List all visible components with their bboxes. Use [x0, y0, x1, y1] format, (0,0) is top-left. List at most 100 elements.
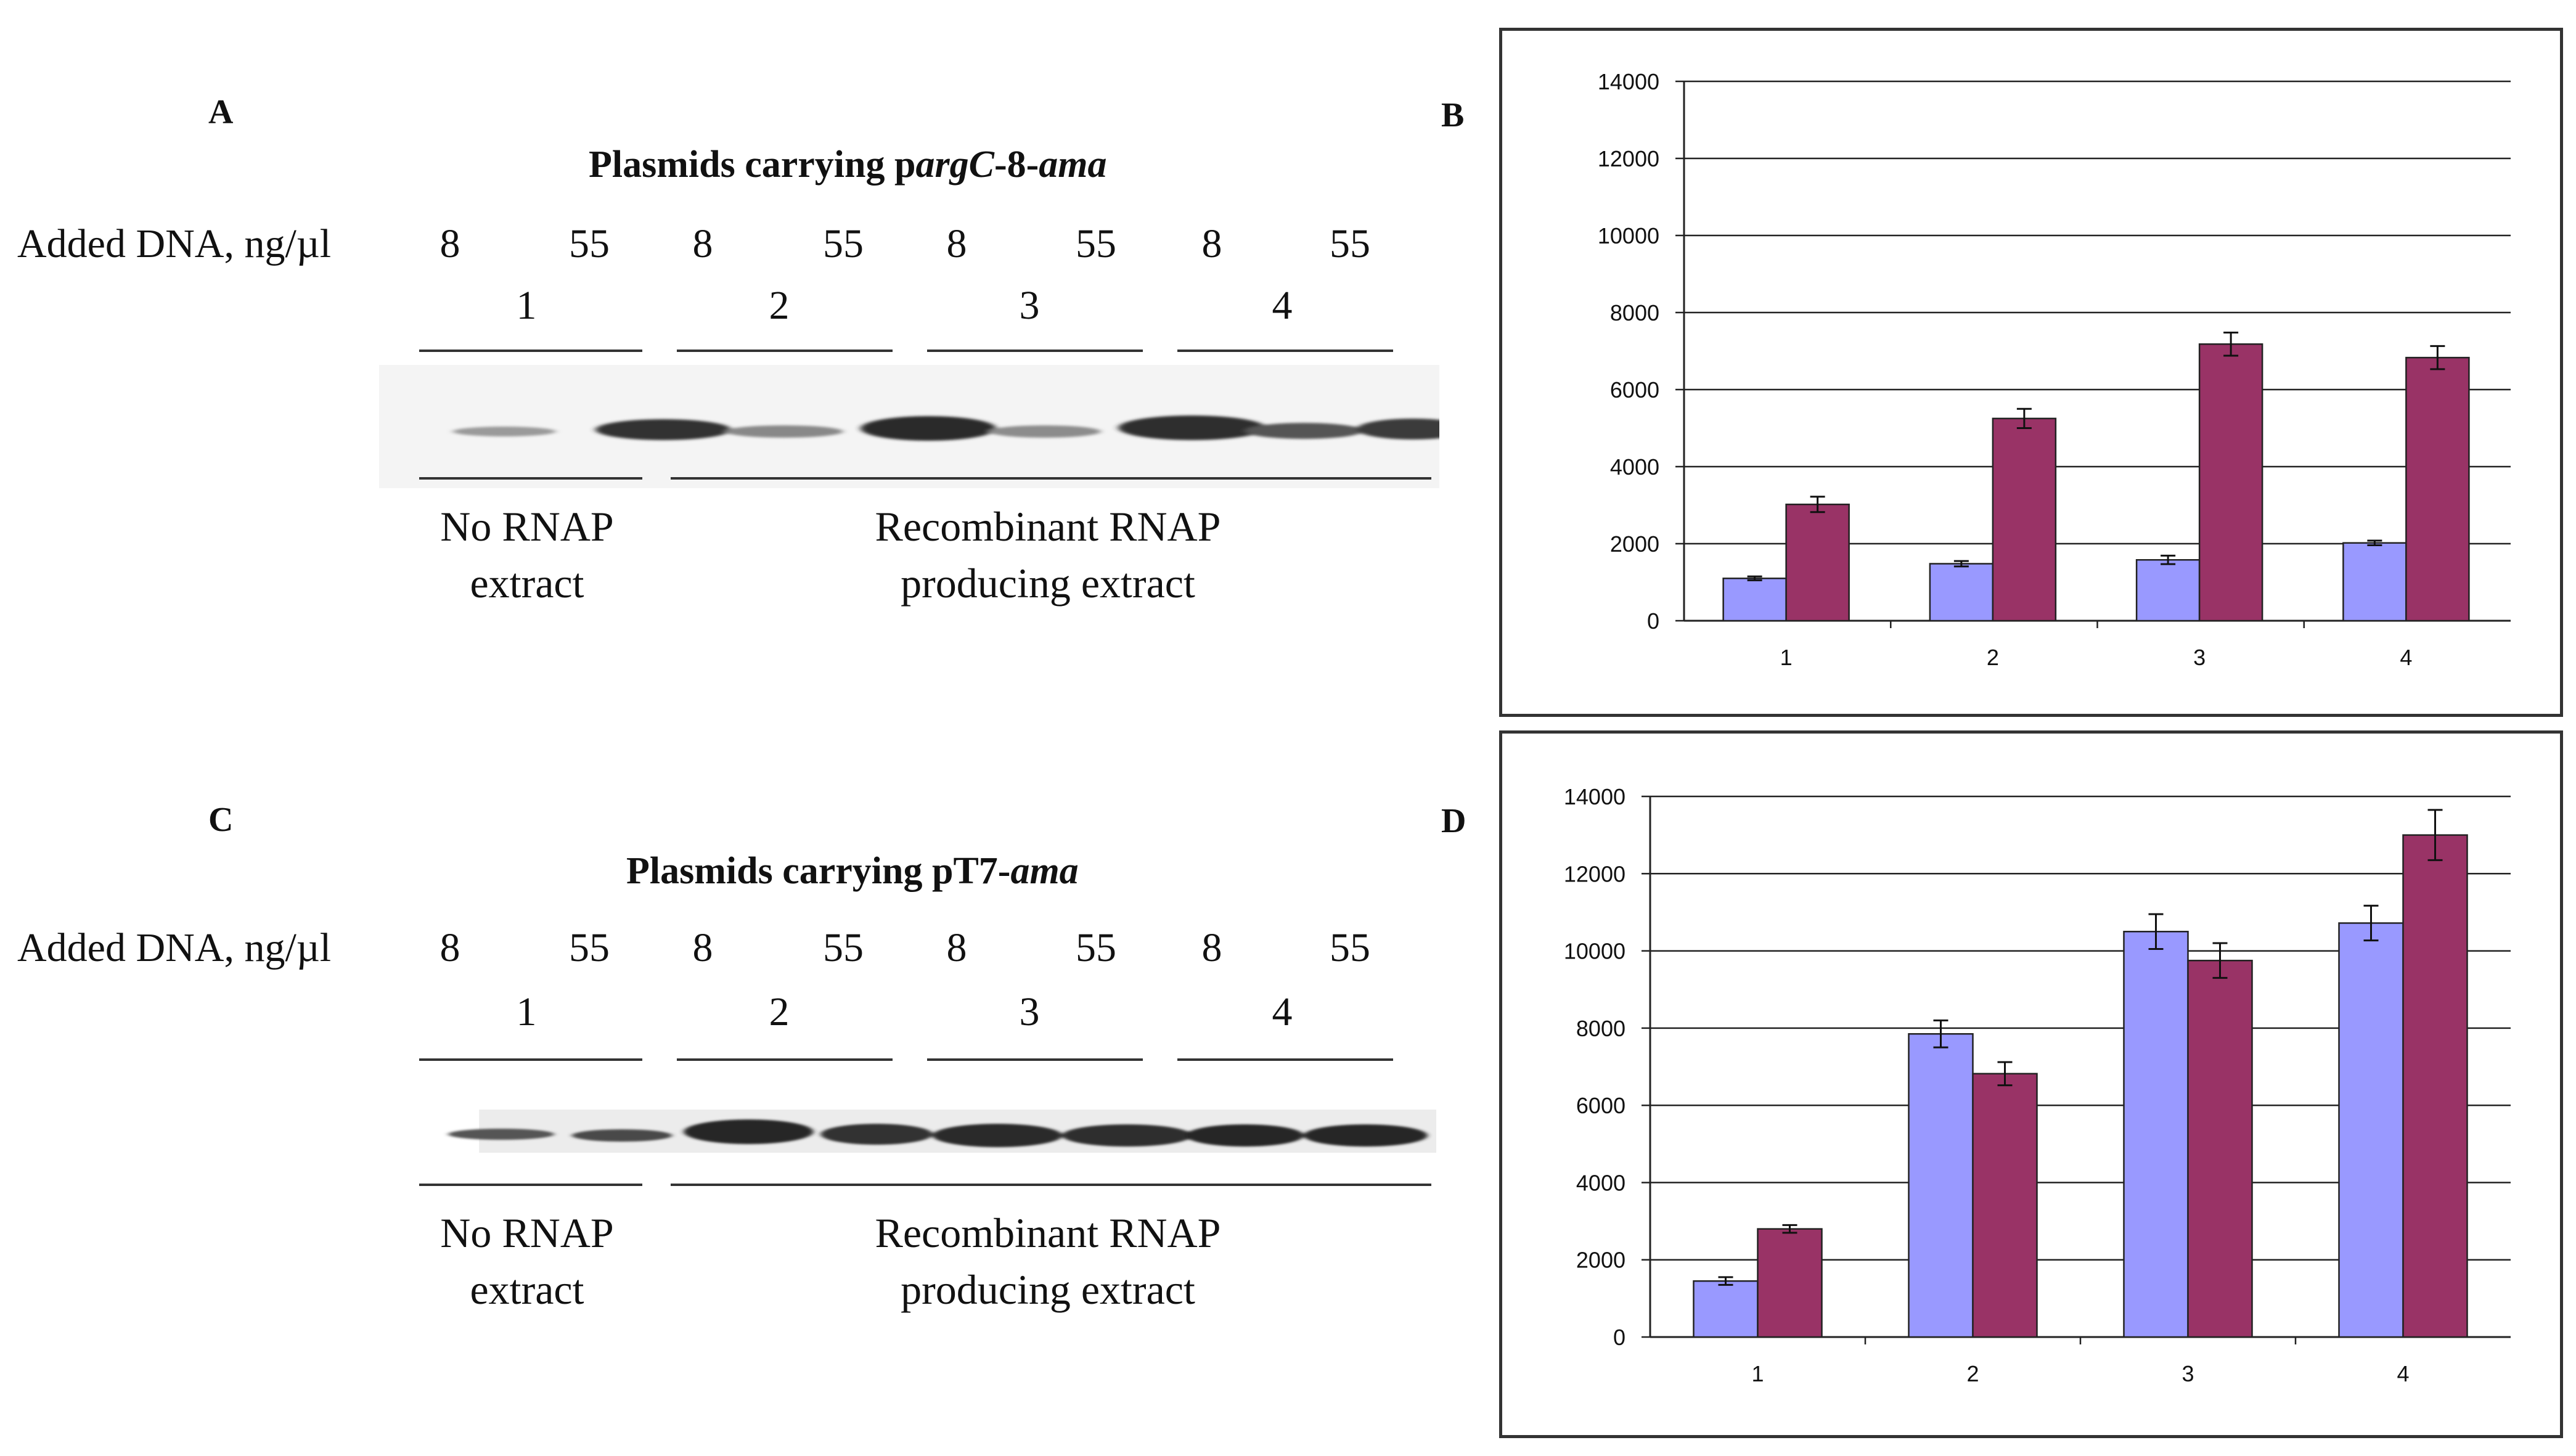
panel-c-lane-3: 3: [1019, 989, 1040, 1034]
panel-c-caption-rule-right: [671, 1184, 1431, 1186]
panel-c-band-2: [571, 1129, 673, 1142]
panel-a-conc-8: 55: [1330, 221, 1370, 266]
panel-c-band-7: [1185, 1124, 1304, 1147]
panel-a-lane-4: 4: [1272, 283, 1293, 328]
panel-c-band-6: [1062, 1124, 1192, 1147]
panel-c-conc-5: 8: [946, 925, 967, 970]
panel-c-caption-left-line-2: extract: [470, 1266, 584, 1313]
chart-b-xtick-label: 1: [1780, 645, 1793, 670]
panel-a-band-5: [989, 425, 1101, 438]
panel-a-band-7: [1245, 423, 1363, 439]
chart-b-bar-cat2-series2: [1992, 417, 2057, 622]
panel-c-conc-4: 55: [823, 925, 864, 970]
panel-a-lane-rule-1: [419, 350, 642, 352]
chart-b-bar-cat3-series2: [2198, 343, 2263, 622]
panel-d-letter: D: [1441, 802, 1466, 840]
panel-c-lane-rule-4: [1177, 1058, 1393, 1061]
panel-b-letter: B: [1441, 96, 1465, 134]
panel-a-heading-gene: argC: [915, 144, 994, 186]
chart-d-bar-cat1-series1: [1693, 1280, 1759, 1338]
panel-a-lane-rule-2: [677, 350, 893, 352]
chart-d-xtick-label: 1: [1751, 1361, 1764, 1386]
panel-c-letter: C: [208, 801, 234, 839]
panel-a-caption-left-line-2: extract: [470, 560, 584, 607]
panel-a-lane-rule-4: [1177, 350, 1393, 352]
chart-d-bar-cat4-series1: [2338, 922, 2404, 1338]
panel-c-heading-ama: ama: [1010, 850, 1079, 892]
panel-a-band-8: [1357, 419, 1439, 440]
panel-c-band-4: [820, 1124, 933, 1145]
chart-d-xtick-label: 2: [1966, 1361, 1979, 1386]
panel-a-conc-1: 8: [440, 221, 460, 266]
panel-c-heading-prefix: Plasmids carrying pT7-: [626, 850, 1011, 892]
panel-a-conc-2: 55: [569, 221, 610, 266]
panel-c-conc-3: 8: [692, 925, 713, 970]
panel-a-row-label: Added DNA, ng/µl: [17, 221, 332, 266]
panel-c-caption-left-line-1: No RNAP: [440, 1209, 614, 1256]
panel-a-lane-3: 3: [1019, 283, 1040, 328]
chart-b-ytick-label: 8000: [1610, 300, 1659, 325]
panel-a-caption-rule-left: [419, 477, 642, 480]
chart-d-ytick-label: 12000: [1564, 861, 1625, 886]
panel-c-lane-4: 4: [1272, 989, 1293, 1034]
panel-a-caption-right-line-1: Recombinant RNAP: [875, 503, 1221, 550]
chart-b-ytick-label: 4000: [1610, 454, 1659, 480]
panel-a-caption-right-line-2: producing extract: [901, 560, 1195, 607]
panel-c-conc-6: 55: [1076, 925, 1116, 970]
chart-d-ytick-label: 8000: [1576, 1016, 1625, 1041]
chart-b-bar-cat1-series2: [1785, 504, 1850, 622]
panel-c-caption-right-line-1: Recombinant RNAP: [875, 1209, 1221, 1256]
chart-b: 0 2000 4000 6000 8000 10000 12000 14000 1 2 3 4: [1598, 69, 2511, 670]
chart-b-ytick-label: 10000: [1598, 223, 1659, 248]
panel-c-western-blot: [376, 1091, 1436, 1184]
chart-b-xtick-label: 4: [2400, 645, 2412, 670]
panel-a-heading-prefix: Plasmids carrying p: [589, 144, 916, 186]
panel-a-heading-ama: ama: [1039, 144, 1107, 186]
panel-a-lane-1: 1: [516, 283, 537, 328]
panel-c-lane-rule-1: [419, 1058, 642, 1061]
chart-d-ytick-label: 6000: [1576, 1093, 1625, 1118]
panel-c-row-label: Added DNA, ng/µl: [17, 925, 332, 970]
panel-c-conc-8: 55: [1330, 925, 1370, 970]
chart-d-bar-cat3-series1: [2123, 931, 2189, 1338]
panel-c-caption-left: No RNAP extract: [370, 1204, 684, 1318]
chart-d-bar-cat1-series2: [1757, 1228, 1823, 1338]
chart-d-bar-cat4-series2: [2402, 834, 2468, 1338]
panel-a-band-3: [725, 425, 843, 438]
panel-a-heading-mid: -8-: [994, 144, 1039, 186]
chart-b-ytick-label: 6000: [1610, 377, 1659, 403]
panel-a-lane-rule-3: [927, 350, 1143, 352]
panel-a-band-2: [595, 419, 731, 440]
panel-c-conc-1: 8: [440, 925, 460, 970]
panel-c-band-5: [933, 1124, 1063, 1147]
chart-b-ytick-label: 2000: [1610, 531, 1659, 557]
chart-d-ytick-label: 2000: [1576, 1248, 1625, 1273]
chart-d-ytick-label: 4000: [1576, 1170, 1625, 1195]
chart-d-xtick-label: 3: [2181, 1361, 2194, 1386]
panel-a-caption-left-line-1: No RNAP: [440, 503, 614, 550]
panel-a-conc-6: 55: [1076, 221, 1116, 266]
chart-b-xtick-label: 3: [2193, 645, 2206, 670]
chart-b-ytick-label: 14000: [1598, 69, 1659, 94]
panel-a-conc-4: 55: [823, 221, 864, 266]
panel-c-caption-right-line-2: producing extract: [901, 1266, 1195, 1313]
panel-c-heading: Plasmids carrying pT7-ama: [626, 849, 1079, 893]
panel-a-heading: Plasmids carrying pargC-8-ama: [589, 143, 1106, 187]
panel-a-caption-right: Recombinant RNAP producing extract: [801, 498, 1294, 611]
panel-c-conc-7: 8: [1201, 925, 1222, 970]
panel-c-lane-rule-2: [677, 1058, 893, 1061]
panel-c-lane-1: 1: [516, 989, 537, 1034]
panel-c-conc-2: 55: [569, 925, 610, 970]
chart-d-bar-cat3-series2: [2187, 959, 2253, 1338]
panel-a-conc-3: 8: [692, 221, 713, 266]
panel-a-caption-left: No RNAP extract: [370, 498, 684, 611]
chart-b-bar-cat2-series1: [1929, 563, 1994, 622]
panel-a-band-4: [861, 416, 996, 441]
chart-d-xtick-label: 4: [2397, 1361, 2409, 1386]
panel-a-band-1: [452, 427, 556, 436]
chart-b-frame: 0 2000 4000 6000 8000 10000 12000 14000 1 2 3 4: [1499, 28, 2563, 717]
panel-a-letter: A: [208, 93, 234, 131]
panel-c-band-1: [448, 1129, 555, 1140]
chart-d-bar-cat2-series1: [1908, 1033, 1974, 1338]
panel-c-band-8: [1304, 1124, 1428, 1147]
